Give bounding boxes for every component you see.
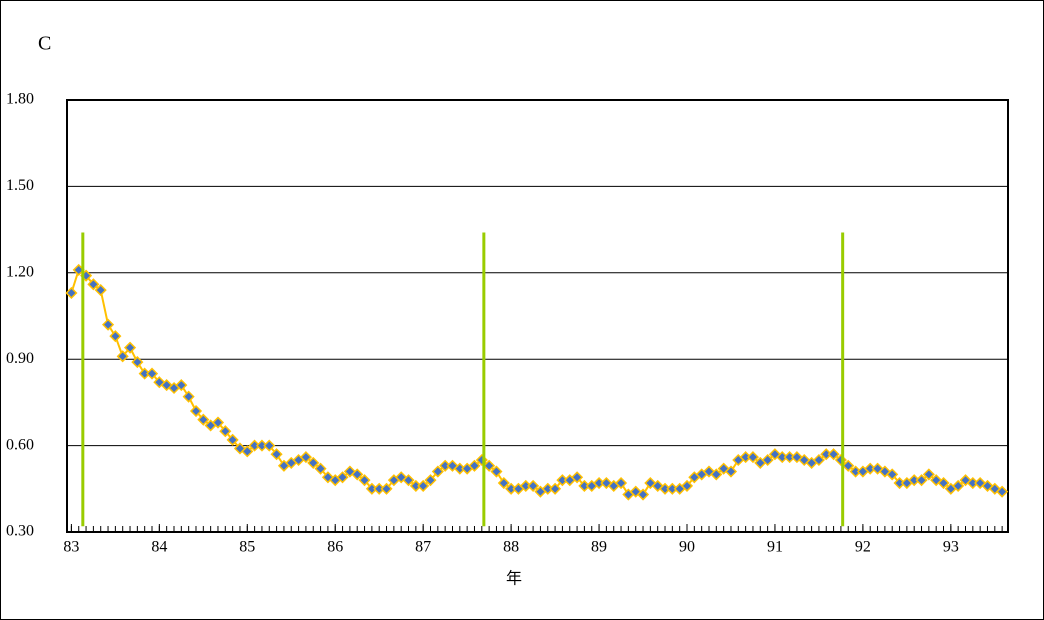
data-point [270,448,283,461]
y-tick-label: 1.50 [6,177,34,194]
y-tick-label: 1.80 [6,91,34,108]
data-point [358,474,371,487]
data-point [263,439,276,452]
data-point [827,448,840,461]
data-point [417,479,430,492]
data-point [314,462,327,475]
data-point [182,390,195,403]
data-point [549,482,562,495]
data-point [219,425,232,438]
data-point [915,474,928,487]
x-tick-label: 93 [943,539,959,556]
data-point [527,479,540,492]
data-point [431,465,444,478]
data-point [299,451,313,464]
x-axis-label: 年 [506,570,522,588]
data-point [614,476,628,490]
data-point [145,367,159,380]
data-point [468,459,481,472]
x-tick-label: 87 [415,539,431,556]
data-point [724,465,738,478]
data-point [571,471,584,484]
data-point [402,474,415,487]
data-point [886,468,899,481]
data-point [211,416,225,429]
data-point [65,286,78,300]
data-point [175,379,188,392]
data-point [307,456,320,469]
x-tick-label: 88 [503,539,519,556]
x-tick-label: 89 [591,539,607,556]
data-point [497,476,510,490]
data-point [241,445,254,458]
y-tick-label: 0.30 [6,523,34,540]
data-point [483,459,496,472]
data-point [380,482,393,495]
x-tick-label: 92 [855,539,871,556]
data-point [842,459,855,472]
data-point [761,453,774,467]
data-point [123,341,137,354]
data-point [636,488,650,501]
data-point [189,404,203,418]
data-point [109,330,122,343]
y-tick-label: 0.60 [6,436,34,453]
plot-frame [66,99,1009,533]
data-point [937,476,950,490]
data-point [131,356,144,369]
data-point [94,284,107,297]
x-tick-label: 83 [63,539,79,556]
x-tick-label: 86 [327,539,343,556]
data-point [680,479,694,492]
chart-title: C [38,33,51,55]
y-tick-label: 1.20 [6,263,34,280]
data-point [226,433,239,446]
x-tick-label: 85 [239,539,255,556]
data-point [710,468,723,481]
data-point [490,465,503,478]
data-point [87,278,100,291]
x-tick-label: 84 [151,539,167,556]
data-point [812,453,825,467]
data-point [102,318,115,331]
data-point [351,468,364,481]
data-point [197,413,210,426]
data-point [922,468,935,481]
x-tick-label: 90 [679,539,695,556]
data-point [746,451,760,464]
data-point [996,485,1009,498]
data-point [952,479,965,492]
y-tick-label: 0.90 [6,350,34,367]
data-point [424,474,437,487]
data-point [116,350,129,363]
x-tick-label: 91 [767,539,783,556]
data-point [336,471,349,484]
